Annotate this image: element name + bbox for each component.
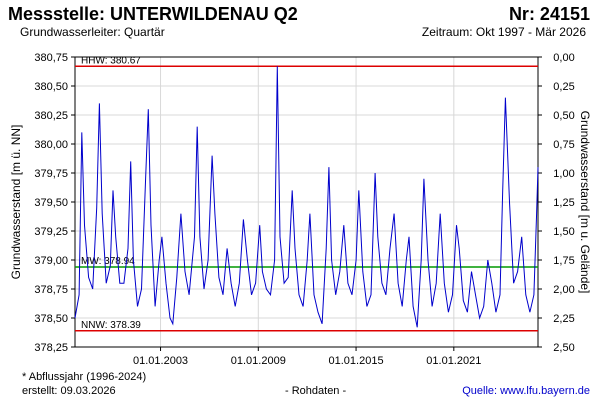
y-tick-label-left: 379,25 [34, 226, 68, 238]
footnote-abflussjahr: * Abflussjahr (1996-2024) [22, 371, 147, 383]
y-tick-label-left: 380,50 [34, 81, 68, 93]
y-tick-label-right: 0,25 [553, 81, 574, 93]
y-tick-label-right: 1,00 [553, 168, 574, 180]
y-tick-label-left: 379,50 [34, 197, 68, 209]
aquifer-label: Grundwasserleiter: Quartär [20, 25, 165, 39]
station-number: Nr: 24151 [508, 4, 590, 24]
created-date: erstellt: 09.03.2026 [22, 385, 116, 397]
y-tick-label-right: 2,25 [553, 313, 574, 325]
plot-frame [74, 56, 539, 348]
y-tick-label-right: 0,75 [553, 139, 574, 151]
y-tick-label-left: 379,75 [34, 168, 68, 180]
y-tick-label-right: 0,00 [553, 52, 574, 64]
period-label: Zeitraum: Okt 1997 - Mär 2026 [421, 25, 586, 39]
y-tick-label-right: 2,00 [553, 284, 574, 296]
y-tick-label-right: 1,25 [553, 197, 574, 209]
source-link[interactable]: Quelle: www.lfu.bayern.de [462, 385, 590, 397]
x-tick-label: 01.01.2015 [329, 355, 384, 367]
y-tick-label-right: 0,50 [553, 110, 574, 122]
station-title: Messstelle: UNTERWILDENAU Q2 [8, 4, 298, 24]
y-tick-label-left: 380,00 [34, 139, 68, 151]
y-tick-label-right: 1,75 [553, 255, 574, 267]
nnw-label: NNW: 378.39 [81, 320, 141, 331]
hhw-label: HHW: 380.67 [81, 55, 141, 66]
y-tick-label-right: 1,50 [553, 226, 574, 238]
y-tick-label-left: 379,00 [34, 255, 68, 267]
mw-label: MW: 378.94 [81, 256, 135, 267]
y-tick-label-left: 378,50 [34, 313, 68, 325]
x-tick-label: 01.01.2003 [133, 355, 188, 367]
y-tick-label-left: 380,75 [34, 52, 68, 64]
x-tick-label: 01.01.2021 [426, 355, 481, 367]
rawdata-label: - Rohdaten - [285, 385, 347, 397]
x-tick-label: 01.01.2009 [231, 355, 286, 367]
y-axis-label-left: Grundwasserstand [m ü. NN] [9, 125, 23, 280]
y-tick-label-left: 378,75 [34, 284, 68, 296]
series-line [74, 66, 539, 328]
y-axis-label-right: Grundwasserstand [m u. Gelände] [578, 111, 592, 294]
y-tick-label-left: 378,25 [34, 342, 68, 354]
y-tick-label-right: 2,50 [553, 342, 574, 354]
y-tick-label-left: 380,25 [34, 110, 68, 122]
